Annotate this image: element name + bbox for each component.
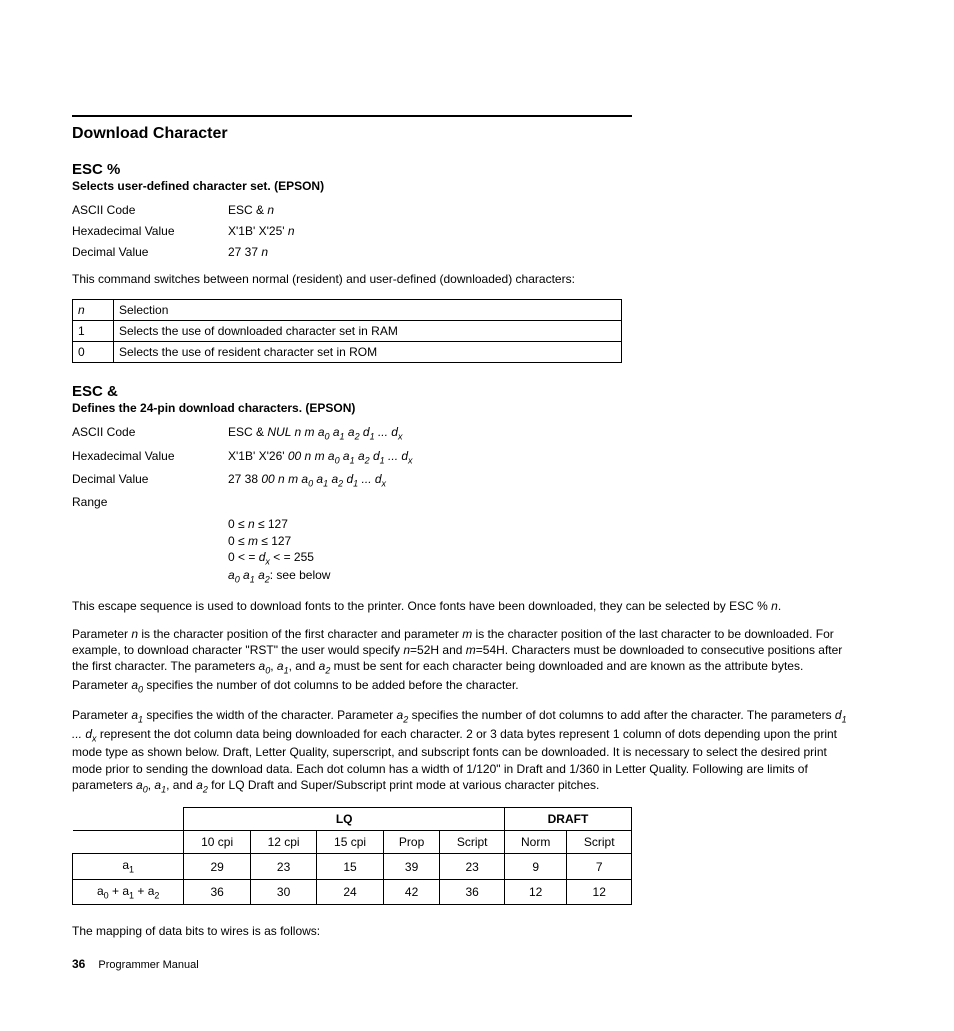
kv-row: ASCII Code ESC & NUL n m a0 a1 a2 d1 ...… bbox=[72, 425, 854, 441]
kv-value: X'1B' X'25' n bbox=[228, 224, 854, 238]
kv-value: ESC & n bbox=[228, 203, 854, 217]
table-row: LQ DRAFT bbox=[73, 808, 632, 831]
page: Download Character ESC % Selects user-de… bbox=[0, 0, 954, 1031]
kv-label: Decimal Value bbox=[72, 245, 228, 259]
kv-value: 27 38 00 n m a0 a1 a2 d1 ... dx bbox=[228, 472, 854, 488]
table-header-sel: Selection bbox=[114, 300, 622, 321]
esc-amp-heading: ESC & bbox=[72, 383, 854, 400]
section-title: Download Character bbox=[72, 125, 854, 143]
kv-row: Decimal Value 27 38 00 n m a0 a1 a2 d1 .… bbox=[72, 472, 854, 488]
kv-label: ASCII Code bbox=[72, 203, 228, 217]
kv-label: Range bbox=[72, 495, 228, 509]
limits-table: LQ DRAFT 10 cpi 12 cpi 15 cpi Prop Scrip… bbox=[72, 807, 632, 905]
kv-value bbox=[228, 495, 854, 509]
para3: Parameter a1 specifies the width of the … bbox=[72, 707, 854, 795]
esc-amp-subtitle: Defines the 24-pin download characters. … bbox=[72, 401, 854, 415]
table-row: 1 Selects the use of downloaded characte… bbox=[73, 321, 622, 342]
esc-percent-subtitle: Selects user-defined character set. (EPS… bbox=[72, 179, 854, 193]
kv-row: Range bbox=[72, 495, 854, 509]
selection-table: n Selection 1 Selects the use of downloa… bbox=[72, 299, 622, 363]
doc-title: Programmer Manual bbox=[98, 959, 198, 971]
page-number: 36 bbox=[72, 957, 85, 971]
kv-value: 27 37 n bbox=[228, 245, 854, 259]
para1: This escape sequence is used to download… bbox=[72, 598, 854, 614]
table-row: a0 + a1 + a2 36 30 24 42 36 12 12 bbox=[73, 879, 632, 904]
mapping-text: The mapping of data bits to wires is as … bbox=[72, 923, 854, 939]
table-row: 10 cpi 12 cpi 15 cpi Prop Script Norm Sc… bbox=[73, 831, 632, 854]
para2: Parameter n is the character position of… bbox=[72, 626, 854, 695]
kv-value: X'1B' X'26' 00 n m a0 a1 a2 d1 ... dx bbox=[228, 449, 854, 465]
kv-row: Hexadecimal Value X'1B' X'25' n bbox=[72, 224, 854, 238]
kv-label: Decimal Value bbox=[72, 472, 228, 488]
kv-row: Hexadecimal Value X'1B' X'26' 00 n m a0 … bbox=[72, 449, 854, 465]
table-row: n Selection bbox=[73, 300, 622, 321]
kv-label: Hexadecimal Value bbox=[72, 449, 228, 465]
esc-percent-heading: ESC % bbox=[72, 161, 854, 178]
kv-label: Hexadecimal Value bbox=[72, 224, 228, 238]
range-lines: 0 ≤ n ≤ 127 0 ≤ m ≤ 127 0 < = dx < = 255… bbox=[228, 516, 854, 585]
table-header-n: n bbox=[73, 300, 114, 321]
kv-row: Decimal Value 27 37 n bbox=[72, 245, 854, 259]
kv-value: ESC & NUL n m a0 a1 a2 d1 ... dx bbox=[228, 425, 854, 441]
section-rule bbox=[72, 115, 632, 117]
footer: 36 Programmer Manual bbox=[72, 957, 854, 971]
kv-row: ASCII Code ESC & n bbox=[72, 203, 854, 217]
table-row: 0 Selects the use of resident character … bbox=[73, 342, 622, 363]
esc-percent-intro: This command switches between normal (re… bbox=[72, 271, 854, 287]
kv-label: ASCII Code bbox=[72, 425, 228, 441]
table-row: a1 29 23 15 39 23 9 7 bbox=[73, 854, 632, 879]
